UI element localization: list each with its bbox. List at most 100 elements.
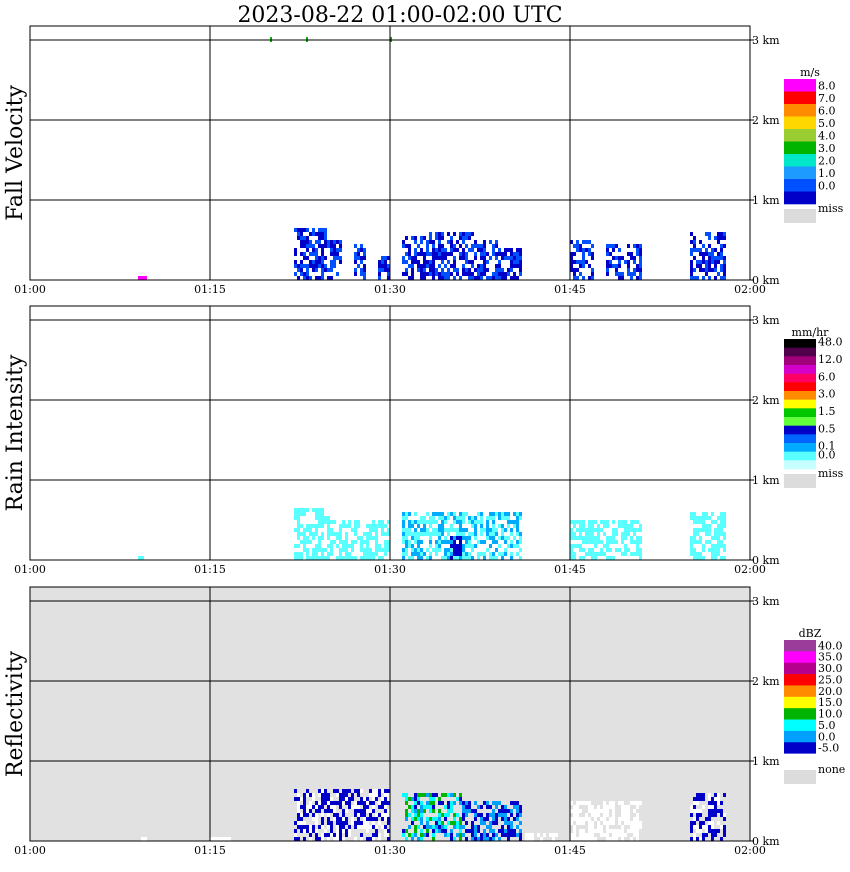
echo-cell: [474, 528, 477, 532]
echo-cell: [450, 540, 453, 544]
legend-swatch: [784, 191, 816, 205]
echo-cell: [627, 821, 630, 825]
echo-cell: [705, 540, 708, 544]
echo-cell: [327, 516, 330, 520]
echo-cell: [357, 264, 360, 268]
echo-cell: [360, 540, 363, 544]
echo-cell: [495, 548, 498, 552]
echo-cell: [627, 524, 630, 528]
echo-cell: [333, 260, 336, 264]
echo-cell: [381, 524, 384, 528]
echo-cell: [699, 821, 702, 825]
echo-cell: [381, 256, 384, 260]
echo-cell: [708, 809, 711, 813]
echo-cell: [297, 532, 300, 536]
echo-cell: [363, 821, 366, 825]
echo-cell: [378, 548, 381, 552]
echo-cell: [294, 248, 297, 252]
echo-cell: [318, 244, 321, 248]
echo-cell: [402, 244, 405, 248]
echo-cell: [435, 825, 438, 829]
echo-cell: [591, 833, 594, 837]
echo-cell: [459, 536, 462, 540]
echo-cell: [360, 260, 363, 264]
echo-cell: [444, 552, 447, 556]
echo-cell: [717, 552, 720, 556]
echo-cell: [468, 276, 471, 280]
echo-cell: [483, 540, 486, 544]
echo-cell: [321, 552, 324, 556]
echo-cell: [639, 821, 642, 825]
echo-cell: [714, 544, 717, 548]
echo-cell: [702, 825, 705, 829]
echo-cell: [324, 789, 327, 793]
echo-cell: [423, 793, 426, 797]
legend-swatch: [784, 104, 816, 117]
echo-cell: [459, 540, 462, 544]
echo-cell: [603, 524, 606, 528]
echo-cell: [363, 813, 366, 817]
echo-cell: [453, 520, 456, 524]
echo-cell: [492, 528, 495, 532]
echo-cell: [510, 248, 513, 252]
echo-cell: [594, 552, 597, 556]
echo-cell: [588, 817, 591, 821]
echo-cell: [456, 821, 459, 825]
echo-cell: [504, 276, 507, 280]
echo-cell: [570, 264, 573, 268]
echo-cell: [456, 268, 459, 272]
echo-cell: [594, 809, 597, 813]
echo-cell: [549, 833, 552, 837]
echo-cell: [693, 552, 696, 556]
echo-cell: [696, 248, 699, 252]
echo-cell: [414, 813, 417, 817]
echo-cell: [570, 556, 573, 560]
echo-cell: [330, 552, 333, 556]
echo-cell: [366, 552, 369, 556]
echo-cell: [369, 837, 372, 841]
echo-cell: [432, 256, 435, 260]
echo-cell: [621, 809, 624, 813]
echo-cell: [405, 260, 408, 264]
echo-cell: [708, 244, 711, 248]
echo-cell: [318, 524, 321, 528]
echo-cell: [693, 556, 696, 560]
echo-cell: [639, 272, 642, 276]
echo-cell: [294, 556, 297, 560]
echo-cell: [435, 793, 438, 797]
echo-cell: [699, 252, 702, 256]
echo-cell: [519, 272, 522, 276]
echo-cell: [405, 552, 408, 556]
echo-cell: [570, 801, 573, 805]
echo-cell: [720, 540, 723, 544]
echo-cell: [303, 536, 306, 540]
echo-cell: [636, 817, 639, 821]
echo-cell: [294, 516, 297, 520]
echo-cell: [474, 276, 477, 280]
echo-cell: [711, 809, 714, 813]
echo-cell: [327, 556, 330, 560]
echo-cell: [573, 524, 576, 528]
echo-cell: [330, 532, 333, 536]
echo-cell: [519, 532, 522, 536]
echo-cell: [462, 268, 465, 272]
echo-cell: [429, 532, 432, 536]
echo-cell: [432, 805, 435, 809]
echo-cell: [597, 813, 600, 817]
echo-cell: [720, 252, 723, 256]
echo-cell: [450, 272, 453, 276]
echo-cell: [297, 508, 300, 512]
echo-cell: [543, 833, 546, 837]
echo-cell: [432, 829, 435, 833]
echo-cell: [420, 532, 423, 536]
echo-cell: [453, 548, 456, 552]
echo-cell: [414, 248, 417, 252]
echo-cell: [354, 837, 357, 841]
echo-cell: [372, 528, 375, 532]
echo-cell: [711, 548, 714, 552]
echo-cell: [423, 268, 426, 272]
echo-cell: [306, 228, 309, 232]
echo-cell: [480, 512, 483, 516]
y-tick-label: 2 km: [752, 394, 780, 407]
echo-cell: [510, 540, 513, 544]
